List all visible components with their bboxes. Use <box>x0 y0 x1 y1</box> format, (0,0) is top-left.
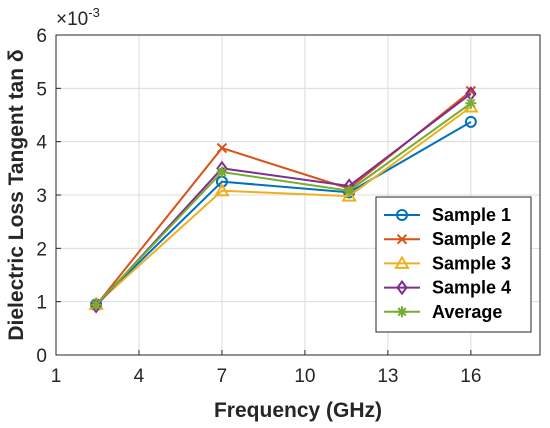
y-tick-label: 5 <box>36 79 47 100</box>
x-tick-labels: 1 4 7 10 13 16 <box>51 366 482 387</box>
legend: Sample 1 Sample 2 Sample 3 Sample 4 Average <box>375 196 532 333</box>
legend-label: Average <box>432 302 502 322</box>
data-point <box>464 115 477 128</box>
series-5 <box>90 97 477 311</box>
tick-marks <box>55 34 472 356</box>
series-line <box>95 106 472 306</box>
y-tick-label: 1 <box>36 293 47 314</box>
legend-item: Sample 3 <box>384 253 511 273</box>
x-tick-label: 4 <box>134 366 145 387</box>
legend-item: Sample 2 <box>384 229 511 249</box>
x-axis-label: Frequency (GHz) <box>214 399 382 422</box>
y-tick-label: 4 <box>36 133 47 154</box>
y-exponent-label: ×10-3 <box>56 5 100 30</box>
y-tick-label: 3 <box>36 186 47 207</box>
legend-marker <box>396 279 408 296</box>
legend-marker <box>394 255 410 269</box>
legend-label: Sample 1 <box>432 205 511 225</box>
x-tick-label: 10 <box>294 366 315 387</box>
legend-label: Sample 3 <box>432 253 511 273</box>
data-point <box>343 185 355 197</box>
y-tick-label: 6 <box>36 26 47 47</box>
legend-marker <box>396 233 408 245</box>
data-point <box>216 142 228 154</box>
legend-label: Sample 4 <box>432 278 511 298</box>
y-tick-labels: 0 1 2 3 4 5 6 <box>36 26 47 367</box>
x-tick-label: 1 <box>51 366 62 387</box>
legend-item: Sample 1 <box>384 205 511 225</box>
data-point <box>216 166 228 178</box>
x-tick-label: 13 <box>377 366 398 387</box>
data-point <box>90 299 102 311</box>
legend-marker <box>396 209 408 221</box>
legend-item: Sample 4 <box>384 278 511 298</box>
legend-label: Sample 2 <box>432 229 511 249</box>
series <box>88 85 479 314</box>
exponent-base: ×10 <box>56 9 88 30</box>
legend-item: Average <box>384 302 502 322</box>
data-point <box>214 182 230 197</box>
data-point <box>341 188 357 202</box>
data-point <box>465 97 477 109</box>
legend-marker <box>396 306 408 318</box>
y-axis-label: Dielectric Loss Tangent tan δ <box>5 49 28 340</box>
series-line <box>95 102 472 306</box>
y-tick-label: 2 <box>36 239 47 260</box>
y-tick-label: 0 <box>36 346 47 367</box>
x-tick-label: 16 <box>460 366 481 387</box>
exponent-power: -3 <box>88 5 100 20</box>
x-tick-label: 7 <box>217 366 228 387</box>
series-line <box>95 121 472 306</box>
